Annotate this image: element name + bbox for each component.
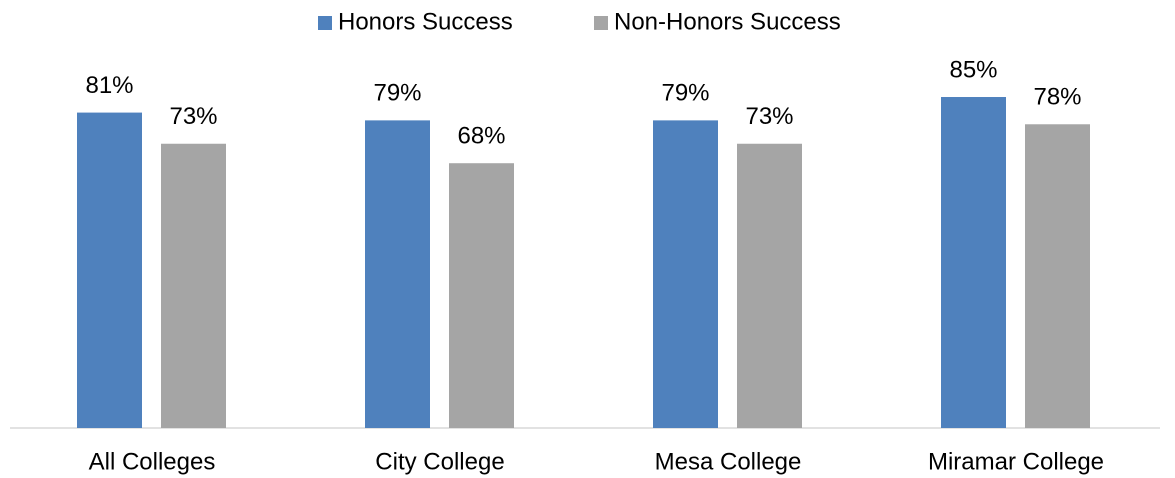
bar bbox=[161, 143, 226, 428]
bar bbox=[653, 120, 718, 429]
bar bbox=[365, 120, 430, 429]
value-label: 73% bbox=[169, 103, 217, 130]
value-label: 68% bbox=[457, 123, 505, 150]
x-tick-label: City College bbox=[375, 448, 504, 475]
legend-swatch bbox=[594, 16, 608, 30]
bar bbox=[449, 163, 514, 428]
legend-swatch bbox=[318, 16, 332, 30]
value-label: 79% bbox=[373, 80, 421, 107]
x-tick-label: Mesa College bbox=[655, 448, 802, 475]
x-tick-label: All Colleges bbox=[89, 448, 216, 475]
value-label: 78% bbox=[1033, 84, 1081, 111]
x-tick-label: Miramar College bbox=[928, 448, 1104, 475]
legend-label: Honors Success bbox=[338, 8, 513, 35]
bar bbox=[1025, 124, 1090, 428]
value-label: 79% bbox=[661, 80, 709, 107]
bar bbox=[77, 112, 142, 428]
bar bbox=[737, 143, 802, 428]
legend-label: Non-Honors Success bbox=[614, 8, 841, 35]
value-label: 85% bbox=[949, 56, 997, 83]
value-label: 81% bbox=[85, 72, 133, 99]
bar bbox=[941, 97, 1006, 428]
value-label: 73% bbox=[745, 103, 793, 130]
